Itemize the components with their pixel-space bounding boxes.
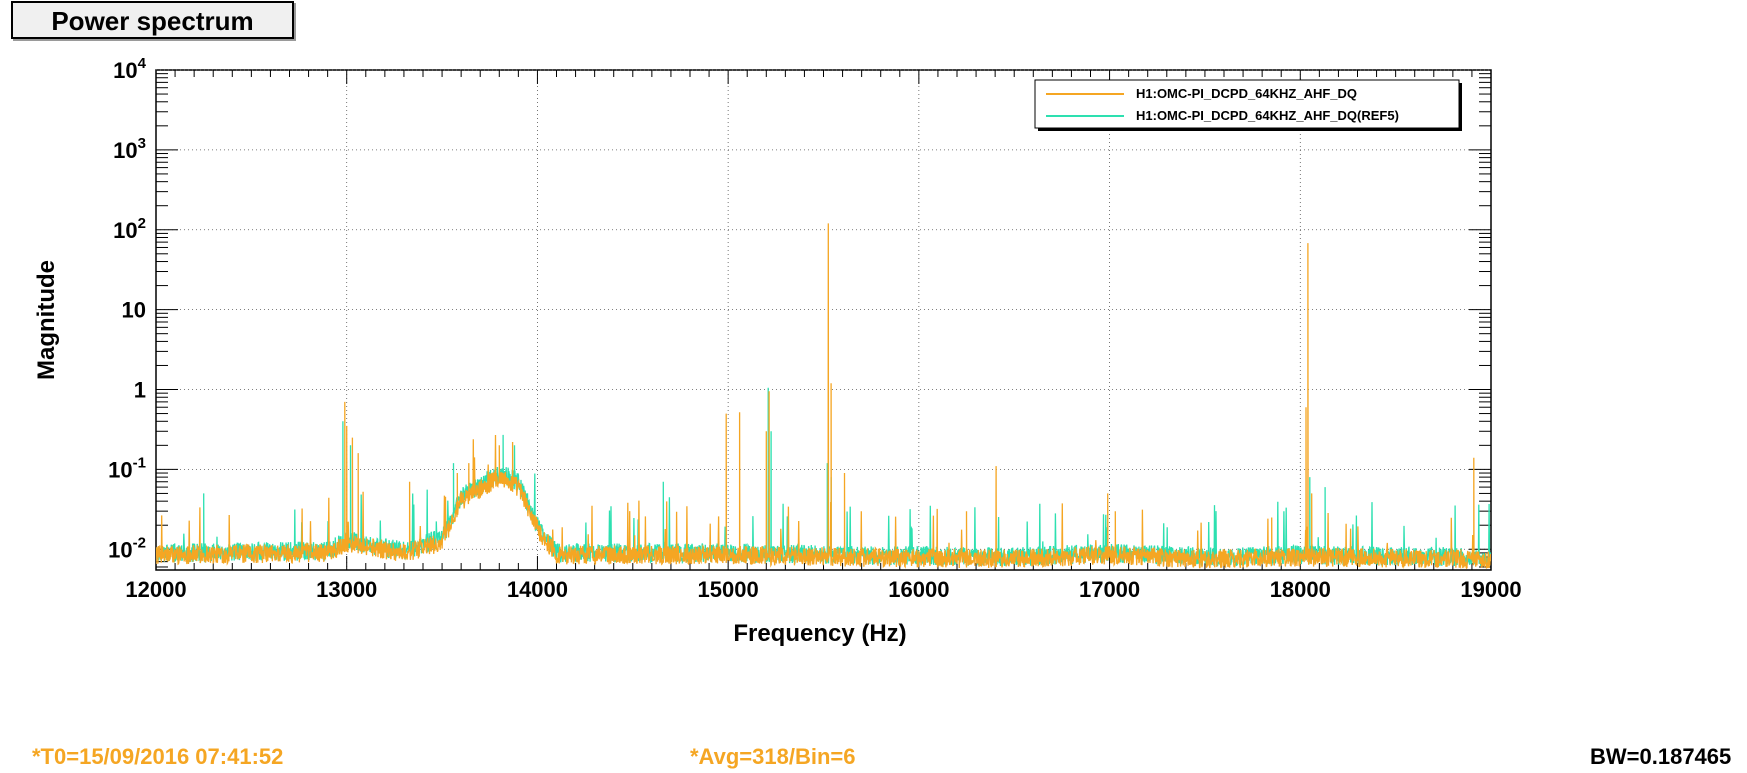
y-axis-label: Magnitude: [33, 260, 60, 380]
y-tick-label: 10-2: [108, 534, 146, 562]
series-layer: [156, 223, 1491, 570]
y-tick-label: 103: [113, 135, 146, 163]
chart-title: Power spectrum: [51, 6, 254, 36]
x-tick-label: 16000: [888, 577, 949, 602]
x-tick-labels: 12000 13000 14000 15000 16000 17000 18000 19000: [125, 577, 1521, 602]
plot-frame: [155, 69, 1492, 571]
y-tick-labels: 10-2 10-1 1 10 102 103 104: [108, 55, 146, 562]
footer-avg: *Avg=318/Bin=6: [690, 744, 856, 769]
chart-title-box: Power spectrum: [11, 1, 294, 39]
x-tick-label: 13000: [316, 577, 377, 602]
x-tick-label: 15000: [698, 577, 759, 602]
legend: H1:OMC-PI_DCPD_64KHZ_AHF_DQ H1:OMC-PI_DC…: [1034, 79, 1462, 131]
x-tick-label: 17000: [1079, 577, 1140, 602]
x-axis-label: Frequency (Hz): [733, 620, 906, 647]
y-tick-label: 102: [113, 215, 146, 243]
legend-label-ref5: H1:OMC-PI_DCPD_64KHZ_AHF_DQ(REF5): [1136, 108, 1399, 123]
legend-box: [1034, 79, 1460, 129]
footer-t0: *T0=15/09/2016 07:41:52: [32, 744, 284, 769]
y-tick-label: 10-1: [108, 454, 146, 482]
x-tick-label: 19000: [1460, 577, 1521, 602]
footer-bw: BW=0.187465: [1590, 744, 1732, 769]
y-tick-label: 10: [122, 298, 146, 323]
y-tick-label: 1: [134, 378, 146, 403]
x-tick-label: 18000: [1270, 577, 1331, 602]
series-line-main: [156, 223, 1491, 570]
y-tick-label: 104: [113, 55, 146, 83]
x-tick-label: 14000: [507, 577, 568, 602]
x-tick-label: 12000: [125, 577, 186, 602]
legend-label-main: H1:OMC-PI_DCPD_64KHZ_AHF_DQ: [1136, 86, 1357, 101]
